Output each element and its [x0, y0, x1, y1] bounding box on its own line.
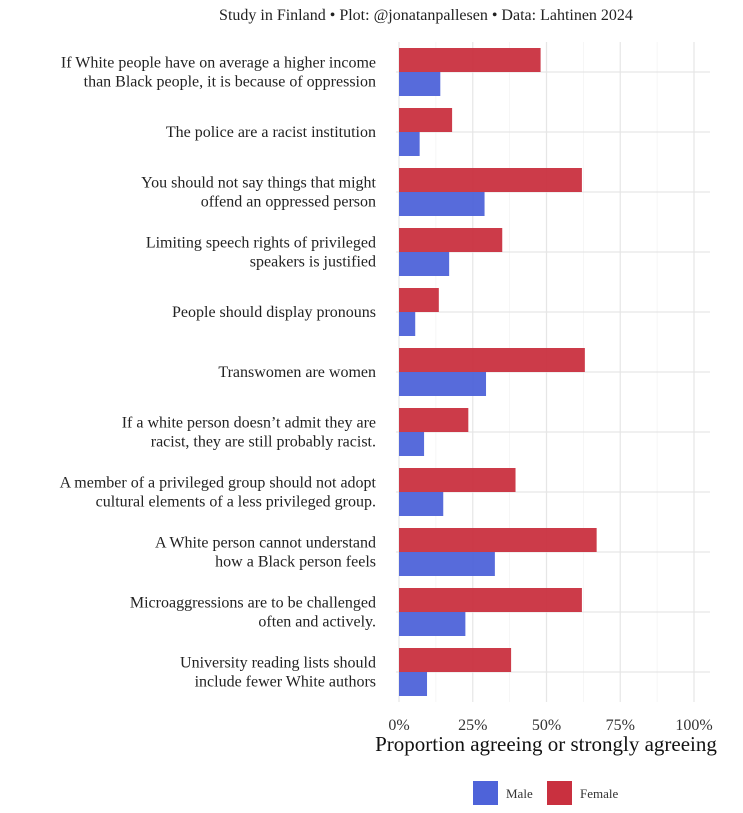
y-axis-labels: If White people have on average a higher… [60, 55, 377, 691]
bar-female [399, 108, 453, 132]
y-tick-label: Transwomen are women [218, 364, 376, 381]
bar-female [399, 288, 439, 312]
y-tick-label: University reading lists should include f… [180, 655, 376, 691]
bar-male [399, 372, 487, 396]
legend: Male Female [473, 781, 618, 805]
legend-label-female: Female [580, 786, 618, 801]
x-tick-label: 0% [388, 717, 409, 734]
bar-female [399, 408, 469, 432]
bars [399, 48, 597, 696]
bar-male [399, 432, 425, 456]
legend-swatch-female [547, 781, 572, 805]
bar-female [399, 468, 516, 492]
y-tick-label: The police are a racist institution [166, 124, 376, 141]
bar-male [399, 312, 416, 336]
bar-female [399, 648, 512, 672]
bar-female [399, 228, 503, 252]
x-tick-label: 75% [606, 717, 635, 734]
bar-male [399, 252, 450, 276]
x-tick-label: 50% [532, 717, 561, 734]
y-tick-label: A member of a privileged group should no… [60, 475, 377, 511]
bar-male [399, 132, 420, 156]
bar-male [399, 492, 444, 516]
bar-male [399, 672, 428, 696]
chart-title: Study in Finland • Plot: @jonatanpallese… [219, 7, 633, 24]
bar-male [399, 612, 466, 636]
x-tick-label: 100% [675, 717, 712, 734]
y-tick-label: You should not say things that might offe… [141, 175, 376, 211]
bar-female [399, 528, 597, 552]
bar-female [399, 48, 541, 72]
y-tick-label: If a white person doesn’t admit they are… [122, 415, 376, 451]
x-axis-ticks: 0% 25% 50% 75% 100% [388, 717, 712, 734]
bar-female [399, 348, 585, 372]
bar-female [399, 168, 582, 192]
x-axis-title: Proportion agreeing or strongly agreeing [375, 732, 717, 756]
y-tick-label: If White people have on average a higher… [61, 55, 376, 91]
y-tick-label: Limiting speech rights of privileged spea… [146, 235, 376, 271]
y-tick-label: People should display pronouns [172, 304, 376, 321]
x-tick-label: 25% [458, 717, 487, 734]
legend-swatch-male [473, 781, 498, 805]
bar-male [399, 552, 495, 576]
y-tick-label: Microaggressions are to be challenged oft… [130, 595, 376, 631]
bar-male [399, 72, 441, 96]
bar-male [399, 192, 485, 216]
legend-label-male: Male [506, 786, 533, 801]
y-tick-label: A White person cannot understand how a Bl… [155, 535, 376, 571]
bar-female [399, 588, 582, 612]
